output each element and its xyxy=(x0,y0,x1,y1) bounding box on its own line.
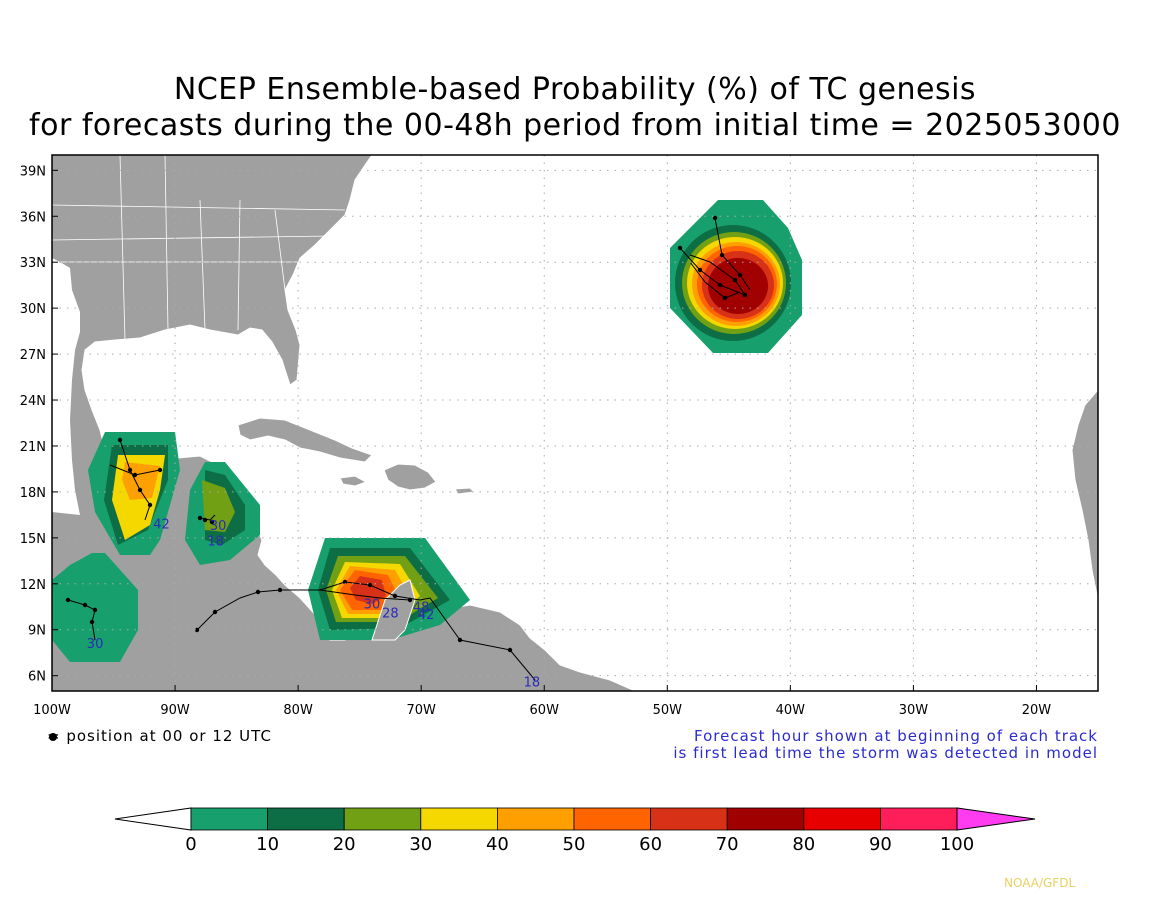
lon-tick-label: 30W xyxy=(899,703,929,718)
lon-tick-label: 70W xyxy=(406,703,436,718)
venezuela-land xyxy=(371,579,416,641)
track-forecast-hour-label: 28 xyxy=(382,606,399,621)
colorbar-bin xyxy=(190,807,268,831)
lon-tick-label: 40W xyxy=(776,703,806,718)
track-forecast-hour-label: 30 xyxy=(364,597,381,612)
lon-tick-label: 80W xyxy=(283,703,313,718)
track-forecast-hour-label: 42 xyxy=(418,608,435,623)
lon-tick-label: 20W xyxy=(1022,703,1052,718)
colorbar-bin xyxy=(650,807,728,831)
map-frame xyxy=(51,154,1099,692)
genesis-area-southern-caribbean xyxy=(308,538,470,640)
track-forecast-hour-label: 18 xyxy=(207,535,224,550)
colorbar-bin xyxy=(267,807,345,831)
colorbar-tick-label: 20 xyxy=(333,834,356,855)
lat-tick-label: 27N xyxy=(20,348,46,363)
position-dot-icon xyxy=(49,733,57,741)
track-forecast-hour-label: 42 xyxy=(153,518,170,533)
lat-tick-label: 15N xyxy=(20,532,46,547)
state-borders xyxy=(52,155,346,341)
colorbar-tick-label: 50 xyxy=(563,834,586,855)
credit-label: NOAA/GFDL xyxy=(1004,876,1076,890)
colorbar-bin xyxy=(803,807,881,831)
genesis-area-bay-of-campeche xyxy=(88,432,180,555)
colorbar-bin xyxy=(880,807,958,831)
jamaica-land xyxy=(339,475,368,487)
track-points xyxy=(65,215,748,653)
lon-tick-label: 60W xyxy=(530,703,560,718)
track-forecast-hour-label: 30 xyxy=(210,519,227,534)
colorbar-tick-label: 30 xyxy=(409,834,432,855)
lat-tick-label: 24N xyxy=(20,394,46,409)
colorbar-tick-label: 40 xyxy=(486,834,509,855)
lat-tick-label: 36N xyxy=(20,210,46,225)
lat-tick-label: 18N xyxy=(20,486,46,501)
colorbar-tick-label: 100 xyxy=(940,834,974,855)
colorbar-tick-label: 60 xyxy=(639,834,662,855)
lat-tick-label: 33N xyxy=(20,256,46,271)
lat-axis: 39N 36N 33N 30N 27N 24N 21N 18N 15N 12N 9N 6N xyxy=(20,164,46,684)
lon-tick-label: 90W xyxy=(160,703,190,718)
lat-tick-label: 9N xyxy=(28,624,46,639)
lat-tick-label: 30N xyxy=(20,302,46,317)
colorbar-tick-label: 10 xyxy=(256,834,279,855)
west-coast-ocean-cut xyxy=(52,258,80,515)
forecast-note-line1: Forecast hour shown at beginning of each… xyxy=(693,727,1098,745)
colorbar-bin xyxy=(726,807,805,831)
lat-tick-label: 6N xyxy=(28,670,46,685)
colorbar-over-arrow xyxy=(956,807,1036,831)
track-forecast-hour-label: 48 xyxy=(413,600,430,615)
colorbar-under-arrow xyxy=(114,807,192,831)
colorbar-tick-label: 0 xyxy=(185,834,196,855)
track-forecast-hour-label: 18 xyxy=(524,675,541,690)
colorbar-bin xyxy=(496,807,575,831)
colorbar-bin xyxy=(343,807,422,831)
colorbar-bin xyxy=(573,807,651,831)
genesis-area-eastern-pacific xyxy=(52,553,138,662)
lon-tick-label: 50W xyxy=(653,703,683,718)
lat-tick-label: 12N xyxy=(20,578,46,593)
position-legend-text: = position at 00 or 12 UTC xyxy=(47,727,272,745)
forecast-note-line2: is first lead time the storm was detecte… xyxy=(673,744,1098,762)
colorbar-tick-label: 70 xyxy=(716,834,739,855)
colorbar-tick-label: 80 xyxy=(792,834,815,855)
track-forecast-hour-label: 30 xyxy=(87,637,104,652)
genesis-area-central-atlantic xyxy=(670,200,802,353)
lon-tick-label: 100W xyxy=(33,703,71,718)
lat-tick-label: 21N xyxy=(20,440,46,455)
lon-axis: 100W 90W 80W 70W 60W 50W 40W 30W 20W xyxy=(33,703,1051,718)
colorbar-tick-label: 90 xyxy=(869,834,892,855)
genesis-area-gulf-of-honduras xyxy=(185,462,260,565)
hispaniola-land xyxy=(383,463,437,491)
lat-tick-label: 39N xyxy=(20,164,46,179)
colorbar: 0 10 20 30 40 50 60 70 80 90 100 xyxy=(114,807,1036,855)
cuba-land xyxy=(237,417,373,463)
chart-title-line1: NCEP Ensemble-based Probability (%) of T… xyxy=(173,72,977,107)
chart-title-line2: for forecasts during the 00-48h period f… xyxy=(29,108,1121,143)
africa-land xyxy=(1071,389,1098,601)
colorbar-bin xyxy=(420,807,498,831)
